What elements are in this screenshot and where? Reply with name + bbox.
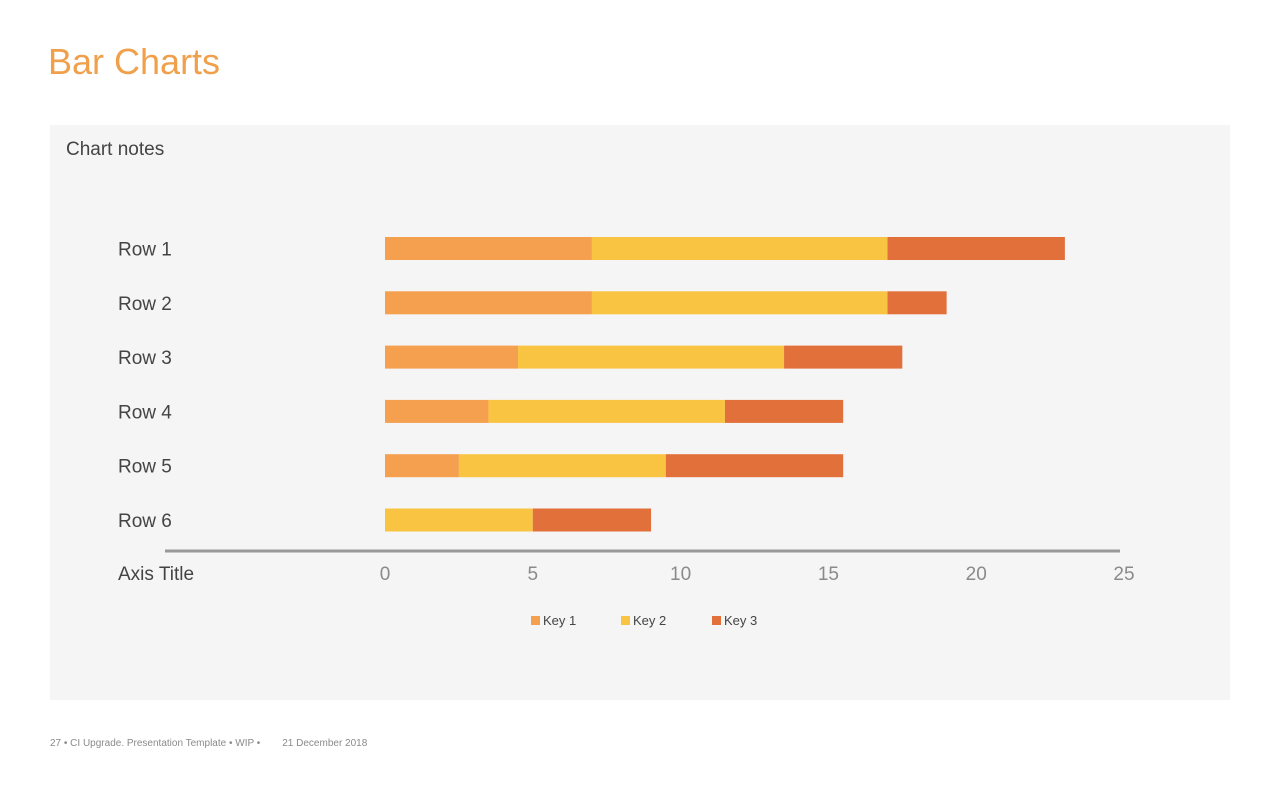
bar-segment (665, 454, 844, 478)
bar-segment (518, 345, 785, 369)
legend-swatch (621, 616, 630, 625)
x-tick-label: 25 (1113, 564, 1134, 585)
slide-title: Bar Charts (48, 41, 221, 82)
bar-segment (458, 454, 666, 478)
bar-segment (532, 508, 652, 532)
category-label: Row 2 (118, 294, 172, 315)
footer-text: 27 • CI Upgrade. Presentation Template •… (50, 738, 261, 749)
category-label: Row 6 (118, 511, 172, 532)
bar-segment (385, 237, 592, 260)
bar-segment (385, 399, 489, 423)
bar-segment (488, 399, 725, 423)
x-tick-label: 15 (818, 564, 839, 585)
chart-panel: Chart notes Row 1 Row 2 Row 3 Row 4 Row 5 Row… (50, 125, 1230, 700)
x-tick-label: 10 (670, 564, 691, 585)
chart-notes: Chart notes (66, 139, 165, 160)
category-label: Row 1 (118, 240, 172, 261)
legend-label: Key 3 (724, 613, 757, 628)
legend-label: Key 1 (543, 613, 576, 628)
x-tick-label: 0 (380, 564, 391, 585)
legend-swatch (712, 616, 721, 625)
bar-segment (591, 291, 888, 315)
x-tick-label: 5 (528, 564, 539, 585)
category-label: Row 5 (118, 457, 172, 478)
bar-segment (887, 291, 947, 315)
legend-label: Key 2 (633, 613, 666, 628)
bar-segment (385, 291, 592, 315)
bar-segment (385, 454, 459, 478)
category-label: Row 4 (118, 402, 172, 423)
bar-segment (724, 399, 844, 423)
legend-swatch (531, 616, 540, 625)
bar-segment (385, 508, 533, 532)
x-tick-label: 20 (966, 564, 987, 585)
bar-segment (591, 237, 888, 260)
footer-date: 21 December 2018 (282, 738, 368, 749)
x-axis-title: Axis Title (118, 564, 194, 585)
category-label: Row 3 (118, 348, 172, 369)
bar-segment (887, 237, 1065, 260)
bar-chart: Row 1 Row 2 Row 3 Row 4 Row 5 Row 6 Axis Title… (118, 237, 1135, 628)
footer: 27 • CI Upgrade. Presentation Template •… (50, 738, 367, 749)
bar-segment (385, 345, 519, 369)
bar-segment (784, 345, 903, 369)
